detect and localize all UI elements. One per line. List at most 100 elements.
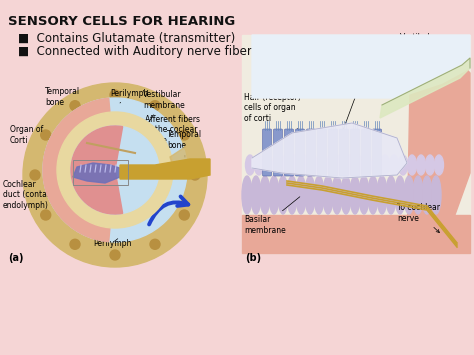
FancyBboxPatch shape	[362, 129, 371, 176]
Text: SENSORY CELLS FOR HEARING: SENSORY CELLS FOR HEARING	[8, 15, 235, 28]
Circle shape	[71, 126, 159, 214]
Ellipse shape	[399, 155, 408, 175]
Ellipse shape	[246, 155, 255, 175]
Polygon shape	[380, 58, 470, 118]
Ellipse shape	[332, 176, 342, 214]
Text: Perilymph: Perilymph	[110, 88, 148, 103]
Circle shape	[150, 239, 160, 249]
Ellipse shape	[318, 155, 327, 175]
FancyBboxPatch shape	[273, 129, 283, 176]
Ellipse shape	[242, 176, 252, 214]
Text: Tectorial
membrane: Tectorial membrane	[343, 53, 389, 130]
Polygon shape	[73, 163, 123, 183]
Text: Cochlear
duct (contains
endolymph): Cochlear duct (contains endolymph)	[3, 180, 92, 210]
Bar	[242, 215, 470, 253]
FancyBboxPatch shape	[284, 129, 293, 176]
Circle shape	[41, 210, 51, 220]
Ellipse shape	[350, 176, 360, 214]
Ellipse shape	[287, 176, 297, 214]
Circle shape	[70, 239, 80, 249]
Ellipse shape	[296, 176, 306, 214]
Wedge shape	[71, 126, 123, 214]
Polygon shape	[407, 53, 470, 253]
Ellipse shape	[251, 176, 261, 214]
Ellipse shape	[426, 155, 435, 175]
Ellipse shape	[422, 176, 432, 214]
Text: (a): (a)	[8, 253, 24, 263]
Circle shape	[57, 112, 173, 228]
Circle shape	[179, 210, 189, 220]
Text: Hair (receptor)
cells of organ
of corti: Hair (receptor) cells of organ of corti	[244, 93, 301, 150]
Ellipse shape	[413, 176, 423, 214]
Ellipse shape	[255, 155, 264, 175]
Text: ■  Contains Glutamate (transmitter): ■ Contains Glutamate (transmitter)	[18, 32, 235, 45]
FancyBboxPatch shape	[318, 129, 327, 176]
Circle shape	[30, 170, 40, 180]
FancyBboxPatch shape	[373, 129, 382, 176]
Ellipse shape	[291, 155, 300, 175]
Ellipse shape	[377, 176, 387, 214]
Ellipse shape	[309, 155, 318, 175]
FancyBboxPatch shape	[339, 129, 348, 176]
Ellipse shape	[368, 176, 378, 214]
Ellipse shape	[345, 155, 354, 175]
Text: Perilymph: Perilymph	[93, 239, 131, 247]
Polygon shape	[170, 140, 203, 173]
Ellipse shape	[341, 176, 351, 214]
Circle shape	[110, 250, 120, 260]
Ellipse shape	[278, 176, 288, 214]
Ellipse shape	[381, 155, 390, 175]
FancyBboxPatch shape	[350, 129, 359, 176]
Ellipse shape	[408, 155, 417, 175]
Text: Temporal
bone: Temporal bone	[167, 130, 202, 157]
Circle shape	[110, 90, 120, 100]
Ellipse shape	[323, 176, 333, 214]
Ellipse shape	[354, 155, 363, 175]
Ellipse shape	[269, 176, 279, 214]
Text: ■  Connected with Auditory nerve fibers: ■ Connected with Auditory nerve fibers	[18, 45, 258, 58]
Bar	[73, 160, 128, 185]
Text: To cochlear
nerve: To cochlear nerve	[397, 203, 440, 233]
Text: Organ of
Corti: Organ of Corti	[10, 125, 78, 169]
Text: Afferent fibers
of the coclear
nerve: Afferent fibers of the coclear nerve	[132, 115, 200, 168]
Ellipse shape	[359, 176, 369, 214]
Circle shape	[41, 130, 51, 140]
Ellipse shape	[327, 155, 336, 175]
Polygon shape	[120, 159, 210, 179]
Ellipse shape	[336, 155, 345, 175]
Text: Vestibular
membrane: Vestibular membrane	[400, 33, 442, 66]
FancyBboxPatch shape	[328, 129, 337, 176]
FancyBboxPatch shape	[295, 129, 304, 176]
Text: (b): (b)	[245, 253, 261, 263]
Ellipse shape	[435, 155, 444, 175]
Text: Temporal
bone: Temporal bone	[45, 87, 85, 107]
Circle shape	[179, 130, 189, 140]
Ellipse shape	[417, 155, 426, 175]
Circle shape	[23, 83, 207, 267]
Circle shape	[43, 98, 187, 242]
Ellipse shape	[260, 176, 270, 214]
Ellipse shape	[386, 176, 396, 214]
Ellipse shape	[363, 155, 372, 175]
Ellipse shape	[395, 176, 405, 214]
Circle shape	[70, 101, 80, 111]
Ellipse shape	[372, 155, 381, 175]
Bar	[242, 35, 470, 253]
Ellipse shape	[282, 155, 291, 175]
Ellipse shape	[300, 155, 309, 175]
Polygon shape	[252, 35, 470, 98]
Circle shape	[150, 101, 160, 111]
Text: Basilar
membrane: Basilar membrane	[244, 197, 300, 235]
Ellipse shape	[273, 155, 282, 175]
Ellipse shape	[264, 155, 273, 175]
Ellipse shape	[390, 155, 399, 175]
Wedge shape	[43, 98, 115, 242]
Ellipse shape	[431, 176, 441, 214]
Ellipse shape	[305, 176, 315, 214]
Ellipse shape	[404, 176, 414, 214]
Text: Vestibular
membrane: Vestibular membrane	[135, 90, 185, 143]
Polygon shape	[252, 123, 407, 178]
Circle shape	[190, 170, 200, 180]
Ellipse shape	[314, 176, 324, 214]
FancyBboxPatch shape	[263, 129, 272, 176]
